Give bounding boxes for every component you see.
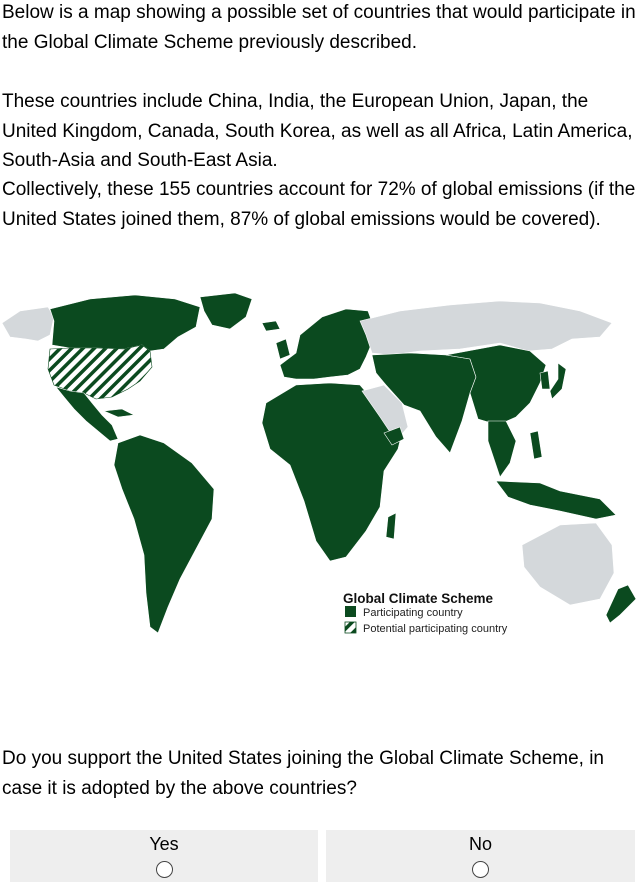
no-radio[interactable] (472, 861, 489, 878)
region-greenland (199, 293, 253, 330)
legend-swatch-solid (345, 606, 356, 617)
region-usa (47, 344, 153, 400)
yes-radio[interactable] (155, 861, 173, 878)
no-label: No (468, 834, 492, 854)
region-yemen (383, 426, 405, 446)
region-mexico (55, 386, 119, 442)
legend-swatch-hatched (344, 621, 357, 634)
region-korea (539, 370, 551, 390)
region-russia (359, 300, 613, 356)
region-uk (275, 338, 291, 360)
region-australia (521, 522, 615, 606)
intro-text: Below is a map showing a possible set of… (2, 2, 636, 53)
region-indonesia (495, 480, 617, 520)
region-iceland (261, 320, 281, 332)
legend-potential-label: Potential participating country (363, 623, 508, 635)
countries-text: These countries include China, India, th… (2, 91, 633, 171)
region-china (445, 344, 547, 426)
region-south-america (113, 434, 215, 634)
region-middle-east (361, 384, 409, 442)
region-africa (261, 382, 403, 562)
region-philippines (529, 430, 543, 460)
yes-label: Yes (149, 834, 179, 854)
collective-text: Collectively, these 155 countries accoun… (2, 179, 636, 230)
yes-option[interactable]: Yes (10, 830, 318, 882)
region-new-zealand (605, 584, 637, 624)
region-alaska (1, 306, 55, 342)
region-europe (279, 308, 377, 380)
region-cuba (102, 408, 136, 418)
world-map: Global Climate Scheme Participating coun… (1, 293, 637, 635)
region-madagascar (385, 512, 397, 540)
legend-title: Global Climate Scheme (343, 591, 494, 606)
region-canada (49, 294, 201, 352)
question-text: Do you support the United States joining… (2, 748, 604, 799)
map-legend: Global Climate Scheme Participating coun… (343, 591, 508, 635)
region-japan (549, 362, 567, 400)
region-se-asia (487, 420, 517, 478)
legend-participating-label: Participating country (363, 607, 463, 619)
no-option[interactable]: No (326, 830, 635, 882)
